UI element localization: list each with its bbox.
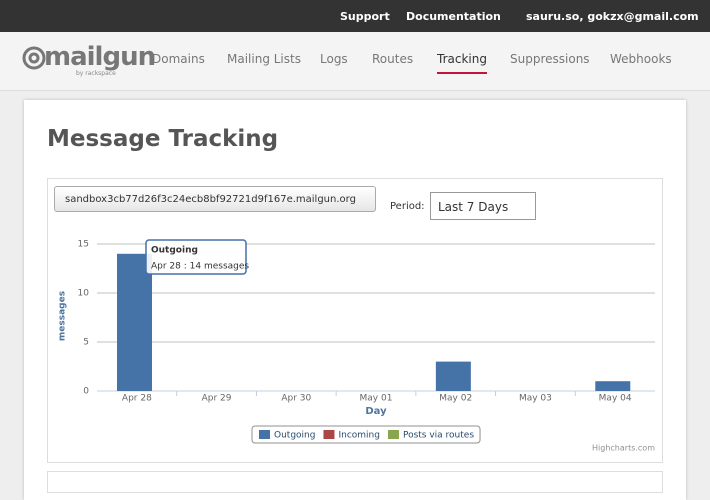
nav-item[interactable]: Routes	[372, 52, 414, 66]
x-tick-label: Apr 30	[281, 394, 311, 404]
tooltip: Outgoing Apr 28 : 14 messages	[145, 239, 249, 275]
legend-swatch	[323, 430, 335, 439]
legend-label: Outgoing	[274, 431, 315, 441]
logo[interactable]: mailgun	[44, 42, 156, 72]
legend-box	[251, 425, 481, 444]
nav-item[interactable]: Mailing Lists	[227, 52, 301, 66]
header: mailgun by rackspace Domains Mailing List…	[0, 32, 710, 91]
table-panel	[47, 471, 663, 493]
legend-label: Posts via routes	[403, 431, 474, 441]
bar	[435, 361, 471, 391]
legend: Outgoing Incoming Posts via routes	[251, 425, 481, 444]
x-tick-label: Apr 29	[202, 394, 232, 404]
nav-item[interactable]: Domains	[152, 52, 205, 66]
x-tick-label: May 03	[519, 394, 552, 404]
support-link[interactable]: Support	[340, 10, 390, 23]
y-tick-label: 15	[78, 240, 89, 250]
credits: Highcharts.com	[592, 444, 655, 453]
x-tick-label: May 04	[599, 394, 632, 404]
tooltip-box	[145, 239, 247, 275]
chart: 0 5 10 15 messages Day Apr 28 Apr 29 Apr 30 May 0…	[58, 239, 655, 453]
account-menu[interactable]: sauru.so, gokzx@gmail.com	[526, 10, 699, 23]
x-tick-label: Apr 28	[122, 394, 152, 404]
x-tick-label: May 02	[439, 394, 472, 404]
x-tick-label: May 01	[360, 394, 393, 404]
logo-tagline: by rackspace	[76, 70, 116, 77]
nav-item[interactable]: Logs	[320, 52, 348, 66]
nav-item[interactable]: Suppressions	[510, 52, 590, 66]
tooltip-text: Apr 28 : 14 messages	[151, 262, 249, 272]
documentation-link[interactable]: Documentation	[406, 10, 501, 23]
tooltip-title: Outgoing	[151, 246, 198, 256]
logo-icon	[22, 46, 46, 70]
nav-item[interactable]: Webhooks	[610, 52, 672, 66]
x-axis-label: Day	[365, 406, 387, 417]
nav-item[interactable]: Tracking	[437, 52, 487, 74]
domain-select[interactable]: sandbox3cb77d26f3c24ecb8bf92721d9f167e.m…	[54, 186, 376, 212]
period-label: Period:	[390, 201, 425, 212]
bar	[595, 381, 631, 391]
legend-swatch	[387, 430, 399, 439]
chart-panel	[47, 178, 663, 463]
y-tick-label: 0	[83, 387, 89, 397]
y-axis-label: messages	[58, 291, 68, 341]
top-bar: Support Documentation sauru.so, gokzx@gm…	[0, 0, 710, 32]
y-tick-label: 5	[83, 338, 89, 348]
bar	[117, 253, 152, 391]
legend-label: Incoming	[338, 431, 380, 441]
page-title: Message Tracking	[47, 126, 279, 152]
period-select[interactable]: Last 7 Days	[430, 192, 536, 220]
y-tick-label: 10	[78, 289, 90, 299]
legend-swatch	[259, 430, 270, 439]
